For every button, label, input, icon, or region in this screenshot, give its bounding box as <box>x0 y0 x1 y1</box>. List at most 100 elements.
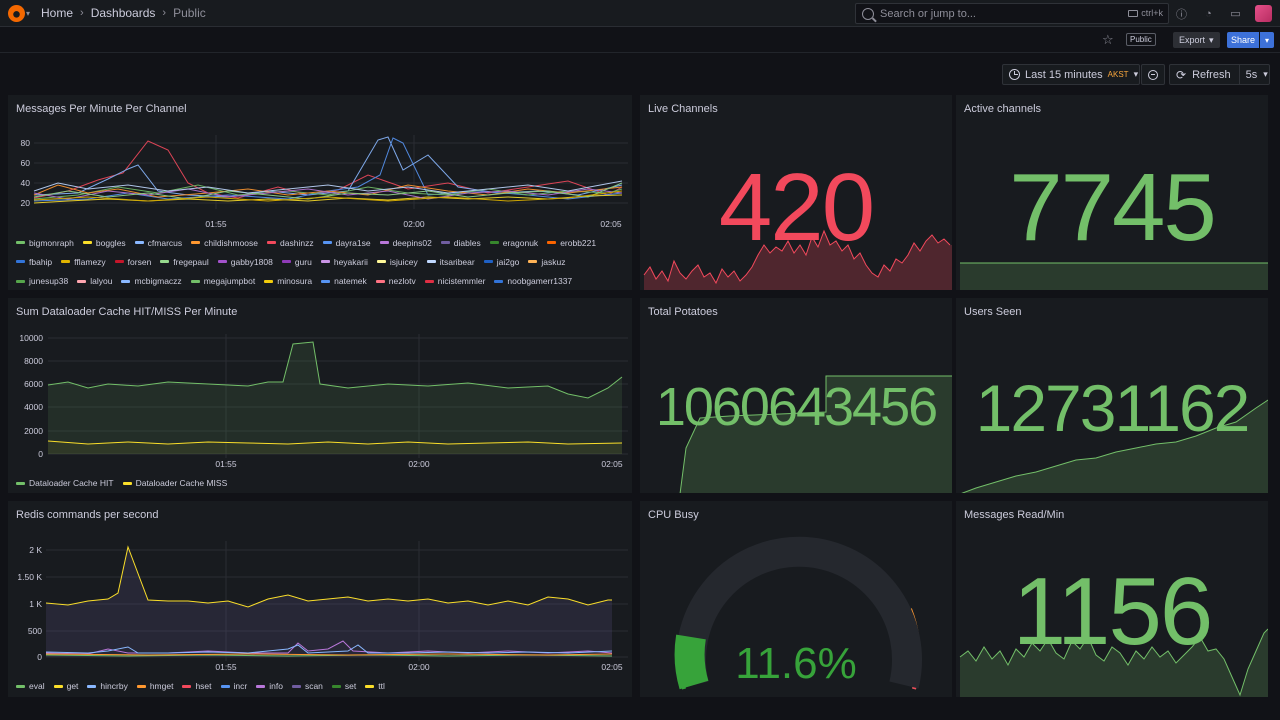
legend-item[interactable]: megajumpbot <box>190 275 255 288</box>
legend-item[interactable]: diables <box>440 236 481 249</box>
timezone-label: AKST <box>1107 70 1129 79</box>
legend-label: Dataloader Cache MISS <box>135 478 228 488</box>
legend-item[interactable]: scan <box>291 679 323 693</box>
legend-swatch <box>134 241 144 245</box>
x-tick: 01:55 <box>215 459 237 469</box>
legend-label: hset <box>195 681 212 691</box>
share-button[interactable]: Share <box>1227 32 1259 48</box>
panel-live-channels[interactable]: Live Channels 420 <box>640 95 952 290</box>
legend-swatch <box>483 260 493 264</box>
legend-label: hmget <box>149 681 174 691</box>
legend-swatch <box>320 260 330 264</box>
legend-item[interactable]: gabby1808 <box>217 255 273 268</box>
panel-users-seen[interactable]: Users Seen 12731162 <box>956 298 1268 493</box>
stat-value: 1060643456 <box>655 377 938 437</box>
legend-item[interactable]: hset <box>182 679 212 693</box>
legend-item[interactable]: noobgamerr1337 <box>494 275 572 288</box>
legend-item[interactable]: eragonuk <box>489 236 538 249</box>
y-tick: 40 <box>21 178 31 188</box>
search-icon <box>862 7 874 20</box>
legend-swatch <box>322 241 332 245</box>
legend-item[interactable]: deepins02 <box>379 236 432 249</box>
users-seen-sparkline <box>961 399 1268 493</box>
help-icon[interactable]: ⓘ <box>1176 8 1187 21</box>
legend-item[interactable]: info <box>256 679 283 693</box>
legend-item[interactable]: dashinzz <box>267 236 314 249</box>
legend-item[interactable]: dayra1se <box>322 236 371 249</box>
live-channels-sparkline <box>643 229 952 290</box>
panel-title: Sum Dataloader Cache HIT/MISS Per Minute <box>16 306 238 318</box>
legend-swatch <box>528 260 538 264</box>
legend-item[interactable]: minosura <box>264 275 312 288</box>
legend-item[interactable]: forsen <box>114 255 151 268</box>
panel-cpu-busy[interactable]: CPU Busy 11.6% <box>640 501 952 697</box>
news-feed-icon[interactable]: ◔ <box>1205 7 1212 20</box>
legend: Dataloader Cache HIT Dataloader Cache MIS… <box>16 476 616 490</box>
keyboard-shortcut: ctrl+k <box>1128 8 1163 18</box>
legend-label: erobb221 <box>560 237 597 248</box>
legend-item[interactable]: heyakarii <box>320 255 368 268</box>
total-potatoes-sparkline <box>644 375 952 493</box>
panel-title: Messages Read/Min <box>964 509 1065 521</box>
panel-total-potatoes[interactable]: Total Potatoes 1060643456 <box>640 298 952 493</box>
legend-item[interactable]: jaskuz <box>528 255 566 268</box>
legend-item[interactable]: Dataloader Cache HIT <box>16 476 114 490</box>
avatar[interactable] <box>1255 5 1272 22</box>
zoom-out-button[interactable] <box>1141 64 1165 85</box>
legend-item[interactable]: fflamezy <box>61 255 106 268</box>
panel-redis-commands[interactable]: Redis commands per second 2 K 1.50 K 1 K… <box>8 501 632 697</box>
legend-item[interactable]: set <box>331 679 356 693</box>
legend-item[interactable]: lalyou <box>77 275 112 288</box>
legend-swatch <box>190 279 200 283</box>
x-tick: 01:55 <box>215 662 237 672</box>
chevron-down-icon[interactable]: ▾ <box>26 9 31 18</box>
legend-item[interactable]: boggles <box>82 236 126 249</box>
refresh-interval[interactable]: 5s <box>1245 68 1258 81</box>
legend-item[interactable]: junesup38 <box>16 275 68 288</box>
breadcrumb-home[interactable]: Home <box>41 6 74 20</box>
legend-item[interactable]: eval <box>16 679 45 693</box>
legend-item[interactable]: guru <box>281 255 312 268</box>
star-icon[interactable]: ☆ <box>1102 32 1114 47</box>
export-button[interactable]: Export ▾ <box>1173 32 1220 48</box>
legend-item[interactable]: hmget <box>136 679 174 693</box>
legend-swatch <box>424 279 434 283</box>
share-dropdown-button[interactable]: ▾ <box>1260 32 1274 48</box>
legend-item[interactable]: erobb221 <box>547 236 596 249</box>
legend-item[interactable]: get <box>53 679 78 693</box>
breadcrumb-dashboards[interactable]: Dashboards <box>90 6 156 20</box>
legend-item[interactable]: hincrby <box>87 679 128 693</box>
legend-item[interactable]: childishmoose <box>191 236 258 249</box>
legend-item[interactable]: Dataloader Cache MISS <box>122 476 228 490</box>
legend-item[interactable]: cfmarcus <box>134 236 182 249</box>
dataloader-chart: 10000 8000 6000 4000 2000 0 01:55 02:00 … <box>19 333 628 469</box>
panel-messages-per-minute[interactable]: Messages Per Minute Per Channel 80 60 40… <box>8 95 632 290</box>
y-tick: 6000 <box>24 379 43 389</box>
panel-active-channels[interactable]: Active channels 7745 <box>956 95 1268 290</box>
legend-item[interactable]: ttl <box>365 679 385 693</box>
legend-item[interactable]: jai2go <box>483 255 519 268</box>
legend-item[interactable]: itsaribear <box>426 255 475 268</box>
legend-item[interactable]: fbahip <box>16 255 52 268</box>
legend-item[interactable]: mcbigmaczz <box>121 275 182 288</box>
legend-item[interactable]: fregepaul <box>160 255 209 268</box>
legend-item[interactable]: natemek <box>321 275 367 288</box>
kiosk-mode-icon[interactable]: ▭ <box>1230 8 1241 20</box>
panel-dataloader-cache[interactable]: Sum Dataloader Cache HIT/MISS Per Minute… <box>8 298 632 493</box>
legend-label: natemek <box>334 276 367 287</box>
legend-item[interactable]: incr <box>220 679 248 693</box>
legend-swatch <box>16 481 25 485</box>
refresh-button[interactable]: ⟳ Refresh 5s ▾ <box>1169 64 1270 85</box>
panel-messages-read[interactable]: Messages Read/Min 1156 <box>956 501 1268 697</box>
top-nav-bar: ▾ Home › Dashboards › Public Search or j… <box>0 0 1280 27</box>
time-range-picker[interactable]: Last 15 minutes AKST ▾ <box>1002 64 1140 85</box>
y-tick: 500 <box>28 626 42 636</box>
grafana-logo-icon[interactable] <box>8 5 25 22</box>
legend-label: hincrby <box>100 681 128 691</box>
legend-item[interactable]: nezlotv <box>375 275 416 288</box>
legend-item[interactable]: bigmonraph <box>16 236 74 249</box>
legend-item[interactable]: nicistemmler <box>424 275 485 288</box>
legend-item[interactable]: isjuicey <box>376 255 418 268</box>
legend-label: incr <box>233 681 248 691</box>
search-input[interactable]: Search or jump to... ctrl+k <box>855 3 1169 24</box>
